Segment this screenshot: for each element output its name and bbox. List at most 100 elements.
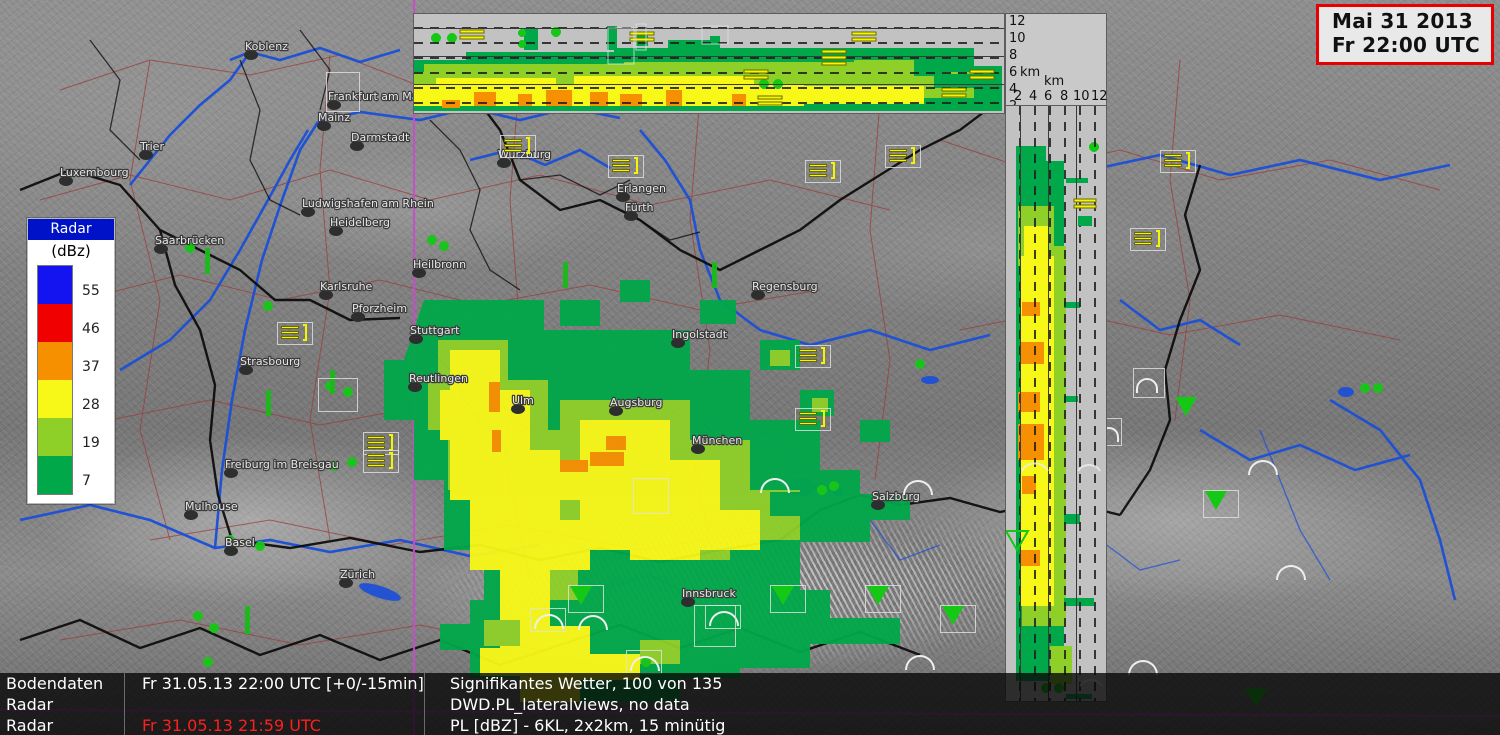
legend-unit: (dBz) [51,242,91,260]
city-label: Basel [225,536,255,549]
status-row: Bodendaten Fr 31.05.13 22:00 UTC [+0/-15… [6,674,725,695]
symbol-box [795,345,831,368]
city-label: Ingolstadt [672,328,728,341]
status-table: Bodendaten Fr 31.05.13 22:00 UTC [+0/-15… [6,674,725,735]
xsec-v-symbols [1006,198,1103,687]
haze-icon [799,410,825,427]
city-label: Darmstadt [351,131,410,144]
detection-box [694,605,736,647]
city-marker [329,226,343,236]
state-borders [89,29,701,291]
city-marker [350,141,364,151]
symbol-box [885,145,921,168]
city-label: Stuttgart [410,324,460,337]
city-label: Reutlingen [409,372,468,385]
symbol-box [500,135,536,158]
symbol-box [1203,490,1239,518]
city-label: Erlangen [617,182,666,195]
city-label: Ulm [512,394,534,407]
legend-swatches [37,265,73,495]
symbol-box [530,608,566,632]
city-marker [327,100,341,110]
city-marker [154,244,168,254]
y-axis-unit: km [1020,65,1041,80]
symbol-box [363,450,399,473]
city-marker [301,207,315,217]
symbol-box [865,585,901,613]
city-label: Saarbrücken [155,234,224,247]
x-tick-12: 12 [1091,89,1108,104]
shower-icon [1006,530,1030,552]
status-info: Signifikantes Wetter, 100 von 135 [450,674,723,693]
y-tick-12: 12 [1009,14,1026,29]
city-label: Mainz [318,111,350,124]
xsec-v-gridline [1048,106,1049,701]
city-marker [616,192,630,202]
city-marker [497,158,511,168]
x-tick-6: 6 [1044,89,1053,104]
status-divider [124,673,125,735]
time-label: Fr 22:00 UTC [1332,32,1480,57]
status-row: Radar DWD.PL_lateralviews, no data [6,695,725,716]
city-marker [139,150,153,160]
city-label: Fürth [625,201,654,214]
y-tick-8: 8 [1009,48,1018,63]
city-label: Freiburg im Breisgau [225,458,339,471]
legend-swatch-7 [38,456,72,494]
legend-swatch-28 [38,380,72,418]
haze-icon [504,137,530,154]
date-label: Mai 31 2013 [1332,9,1473,33]
xsec-h-gridline [414,28,1004,29]
city-label: Heidelberg [330,216,390,229]
city-marker [511,404,525,414]
city-label: Regensburg [752,280,818,293]
legend-swatch-37 [38,342,72,380]
city-marker [339,578,353,588]
shower-icon [1205,491,1227,510]
status-bar: Bodendaten Fr 31.05.13 22:00 UTC [+0/-15… [0,673,1500,735]
city-label: Innsbruck [682,587,736,600]
x-tick-10: 10 [1073,89,1090,104]
symbol-box [795,408,831,431]
lateral-view-vertical[interactable] [1005,105,1107,702]
city-marker [351,312,365,322]
city-label: Karlsruhe [320,280,373,293]
radar-legend: Radar (dBz) 55 46 37 28 19 7 [27,218,115,504]
city-marker [408,382,422,392]
city-marker [681,597,695,607]
xsec-h-gridline [414,56,1004,57]
y-tick-6: 6 [1009,65,1018,80]
timestamp-box: Mai 31 2013 Fr 22:00 UTC [1316,4,1494,66]
detection-box [326,72,360,112]
detection-box [318,378,358,412]
xsec-v-gridline [1076,106,1077,701]
city-label: Pforzheim [352,302,407,315]
city-label: München [692,434,742,447]
city-label: Frankfurt am Main [328,90,429,103]
status-source: Radar [6,716,54,735]
city-label: Mulhouse [185,500,238,513]
haze-icon [799,347,825,364]
arc-icon [1136,378,1158,393]
lateral-view-horizontal[interactable] [413,13,1005,114]
city-marker [609,406,623,416]
haze-icon [1134,230,1160,247]
legend-swatch-46 [38,304,72,342]
rivers [19,46,1457,601]
legend-swatch-19 [38,418,72,456]
shower-icon [1175,397,1197,416]
legend-label-46: 46 [82,321,100,337]
city-label: Strasbourg [240,355,300,368]
haze-icon [367,452,393,469]
symbol-box [568,585,604,613]
shower-icon [570,586,592,605]
city-label: Ludwigshafen am Rhein [302,197,434,210]
legend-labels: 55 46 37 28 19 7 [73,265,114,495]
city-marker [224,468,238,478]
symbol-box [1133,368,1165,398]
status-info: DWD.PL_lateralviews, no data [450,695,690,714]
symbol-box [1160,150,1196,173]
city-marker [59,176,73,186]
